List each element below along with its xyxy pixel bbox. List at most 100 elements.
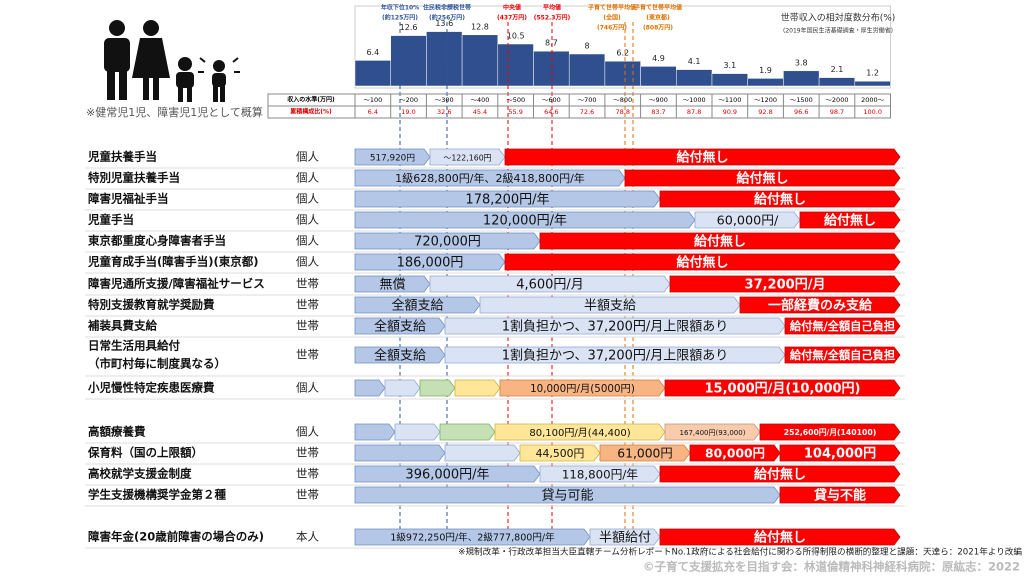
segment-label: 給付無/全額自己負担 <box>790 348 895 362</box>
row-name: （市町村毎に制度異なる） <box>88 357 226 371</box>
row-name: 特別児童扶養手当 <box>88 171 180 185</box>
segment-label: 給付無し <box>676 255 728 271</box>
benefit-segment <box>664 423 761 441</box>
benefit-segment <box>354 253 506 271</box>
category-label: ～1500 <box>790 96 813 104</box>
segment-label: 120,000円/年 <box>483 214 567 229</box>
category-label: ～300 <box>435 96 454 104</box>
cumulative-label: 32.6 <box>437 108 451 116</box>
bar <box>461 34 499 87</box>
bar <box>854 80 891 87</box>
segment-label: 給付無し <box>736 171 788 187</box>
segment-label: 貸与不能 <box>814 488 866 504</box>
annotation: (全国) <box>603 14 621 22</box>
cumulative-label: 83.7 <box>651 108 665 116</box>
segment-label: 80,100円/月(44,400) <box>529 427 630 439</box>
row-name: 補装具費支給 <box>87 319 157 333</box>
category-label: ～200 <box>399 96 418 104</box>
category-label: ～2000 <box>825 96 848 104</box>
benefit-segment <box>354 148 431 166</box>
row-unit: 世帯 <box>296 298 319 312</box>
segment-label: 給付無し <box>676 150 728 166</box>
cumulative-label: 6.4 <box>368 108 378 116</box>
bar-label: 12.8 <box>471 22 489 31</box>
row-name: 保育料（国の上限額） <box>87 446 203 460</box>
benefit-segment <box>784 346 901 364</box>
benefit-segment <box>354 190 661 208</box>
cumulative-label: 19.0 <box>401 108 415 116</box>
cumulative-label: 90.9 <box>723 108 737 116</box>
bar-label: 3.1 <box>723 61 736 70</box>
row-name: 東京都重度心身障害者手当 <box>88 234 226 248</box>
bar-label: 8 <box>585 42 590 51</box>
benefit-segment <box>589 528 661 546</box>
segment-label: 167,400円(93,000) <box>680 429 746 437</box>
benefit-segment <box>799 211 901 229</box>
bar-label: 3.8 <box>795 58 808 67</box>
benefit-segment <box>444 317 786 335</box>
row-name: 児童育成手当(障害手当)(東京都) <box>87 255 259 269</box>
cumulative-label: 98.7 <box>830 108 844 116</box>
cumulative-label: 100.0 <box>863 108 882 116</box>
benefit-segment <box>664 379 901 397</box>
annotation: (808万円) <box>643 25 673 32</box>
segment-label: 1級628,800円/年、2級418,800円/年 <box>395 171 585 185</box>
bar-label: 6.4 <box>366 48 379 57</box>
category-label: ～1200 <box>754 96 777 104</box>
segment-label: 104,000円 <box>804 447 876 462</box>
row-name: 特別支援教育就学奨励費 <box>88 298 215 312</box>
segment-label: 無償 <box>379 278 405 293</box>
segment-label: 1割負担かつ、37,200円/月上限額あり <box>502 319 729 335</box>
benefit-segment <box>659 528 901 546</box>
bar-label: 4.9 <box>652 54 665 63</box>
row-name: 児童扶養手当 <box>87 150 157 164</box>
row-unit: 世帯 <box>296 446 319 460</box>
row-name: 高額療養費 <box>88 425 146 439</box>
segment-label: 貸与可能 <box>541 488 593 504</box>
bar <box>747 78 784 87</box>
bar-label: 8.7 <box>545 39 558 48</box>
row-unit: 個人 <box>296 234 319 248</box>
benefit-segment <box>444 444 521 462</box>
benefit-segment <box>779 486 901 504</box>
bar-label: 1.9 <box>759 66 772 75</box>
benefit-segment <box>494 423 666 441</box>
segment-label: 全額支給 <box>391 298 443 314</box>
segment-label: 1割負担かつ、37,200円/月上限額あり <box>502 348 729 364</box>
benefit-segment <box>779 444 901 462</box>
benefit-segment <box>659 190 901 208</box>
benefit-segment <box>519 444 601 462</box>
row-unit: 個人 <box>296 213 319 227</box>
category-label: ～800 <box>613 96 632 104</box>
bar-label: 4.1 <box>688 57 701 66</box>
row-unit: 世帯 <box>296 319 319 333</box>
category-label: ～600 <box>542 96 561 104</box>
row-unit: 本人 <box>296 530 319 544</box>
bar <box>568 53 606 87</box>
bar-label: 10.5 <box>507 32 525 41</box>
bar-label: 2.1 <box>831 65 844 74</box>
category-label: ～900 <box>649 96 668 104</box>
bar <box>497 43 534 87</box>
benefit-segment <box>354 346 446 364</box>
bar <box>818 77 856 87</box>
note: ※健常児1児、障害児1児として概算 <box>86 105 263 119</box>
benefit-segment <box>784 317 901 335</box>
cumulative-label: 72.6 <box>580 108 594 116</box>
cumulative-label: 64.6 <box>544 108 558 116</box>
row-unit: 世帯 <box>296 348 319 362</box>
annotation: (約256万円) <box>429 14 465 22</box>
cumulative-label: 96.6 <box>794 108 808 116</box>
segment-label: 一部経費のみ支給 <box>768 298 873 314</box>
segment-label: 給付無し <box>754 192 806 208</box>
annotation: (552.3万円) <box>534 15 571 22</box>
benefit-segment <box>354 169 626 187</box>
row-name: 高校就学支援金制度 <box>88 467 192 481</box>
row-unit: 世帯 <box>296 467 319 481</box>
segment-label: 186,000円 <box>397 256 464 271</box>
annotation: (437万円) <box>497 15 527 22</box>
benefit-segment <box>354 317 446 335</box>
category-label: ～500 <box>506 96 525 104</box>
cumulative-label: 55.9 <box>508 108 522 116</box>
row-name: 日常生活用具給付 <box>88 339 180 353</box>
